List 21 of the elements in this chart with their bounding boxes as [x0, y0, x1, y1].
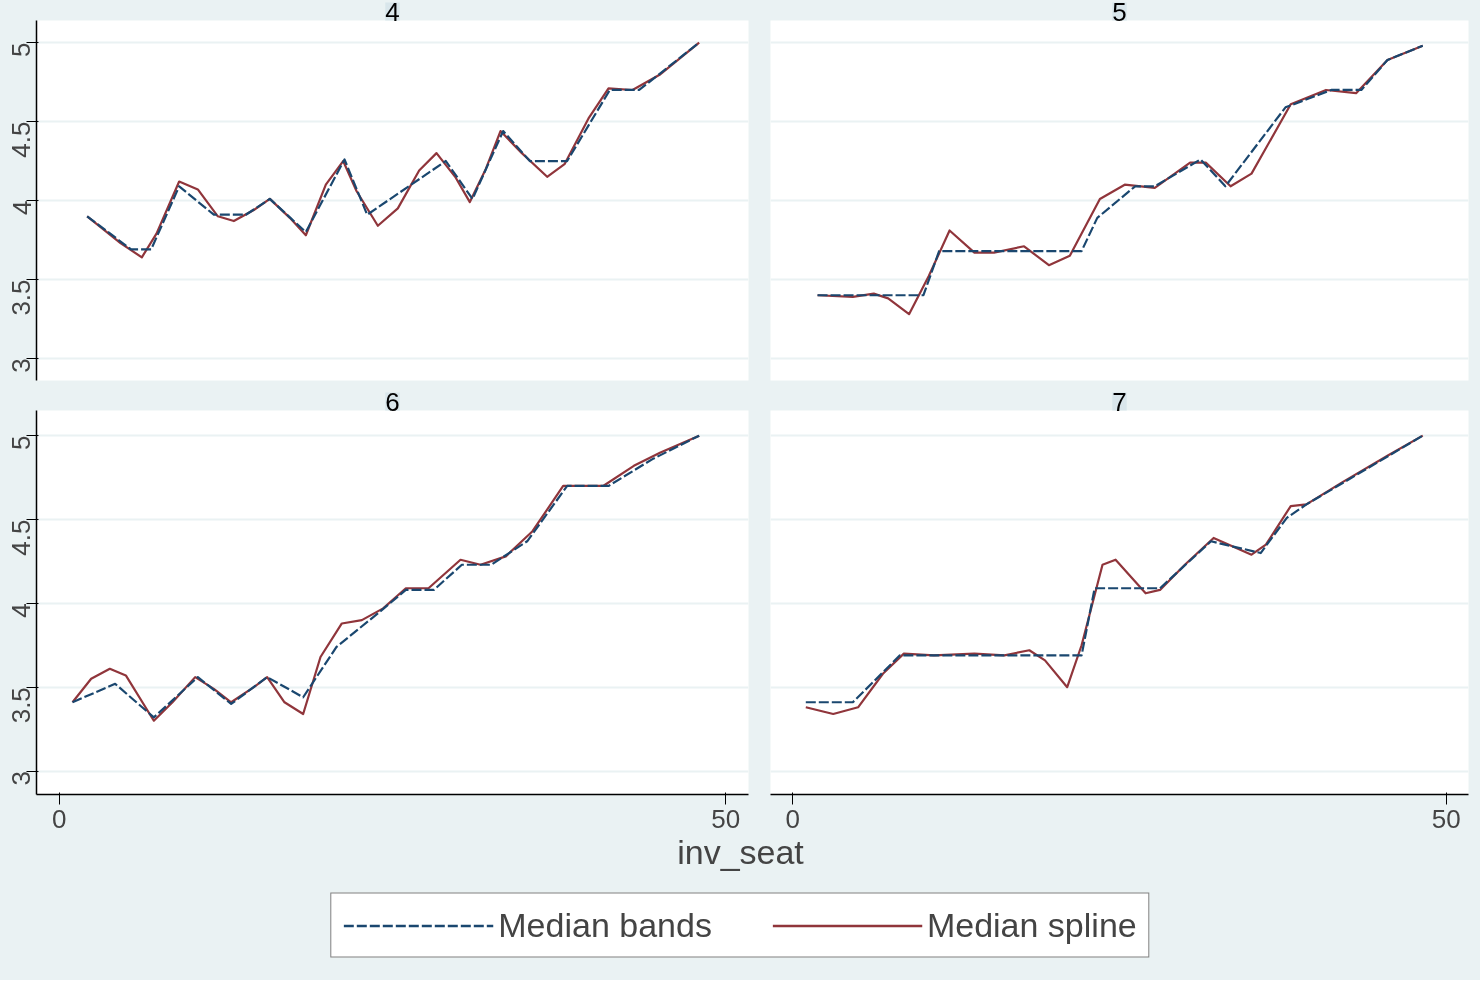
chart-title: 4: [385, 0, 400, 27]
y-tick-label: 3.5: [6, 687, 37, 724]
y-tick-label: 5: [6, 435, 37, 451]
legend-label: Median bands: [498, 905, 712, 945]
y-tick-label: 4: [6, 200, 37, 215]
y-tick-label: 3: [6, 771, 37, 786]
x-tick-label: 50: [711, 803, 741, 834]
y-tick-label: 3.5: [6, 279, 37, 316]
chart-title: 6: [385, 386, 400, 417]
y-tick-label: 5: [6, 42, 37, 58]
x-tick-label: 0: [51, 803, 67, 834]
y-tick-label: 3: [6, 358, 37, 373]
x-tick-label: 50: [1431, 803, 1461, 834]
y-tick-label: 4.5: [6, 121, 37, 158]
x-axis-title: inv_seat: [677, 832, 805, 871]
x-tick-label: 0: [785, 803, 800, 834]
y-tick-label: 4.5: [6, 519, 37, 556]
chart-title: 7: [1112, 386, 1127, 417]
legend-label: Median spline: [926, 905, 1137, 945]
y-tick-label: 4: [6, 603, 37, 618]
chart-title: 5: [1112, 0, 1127, 27]
